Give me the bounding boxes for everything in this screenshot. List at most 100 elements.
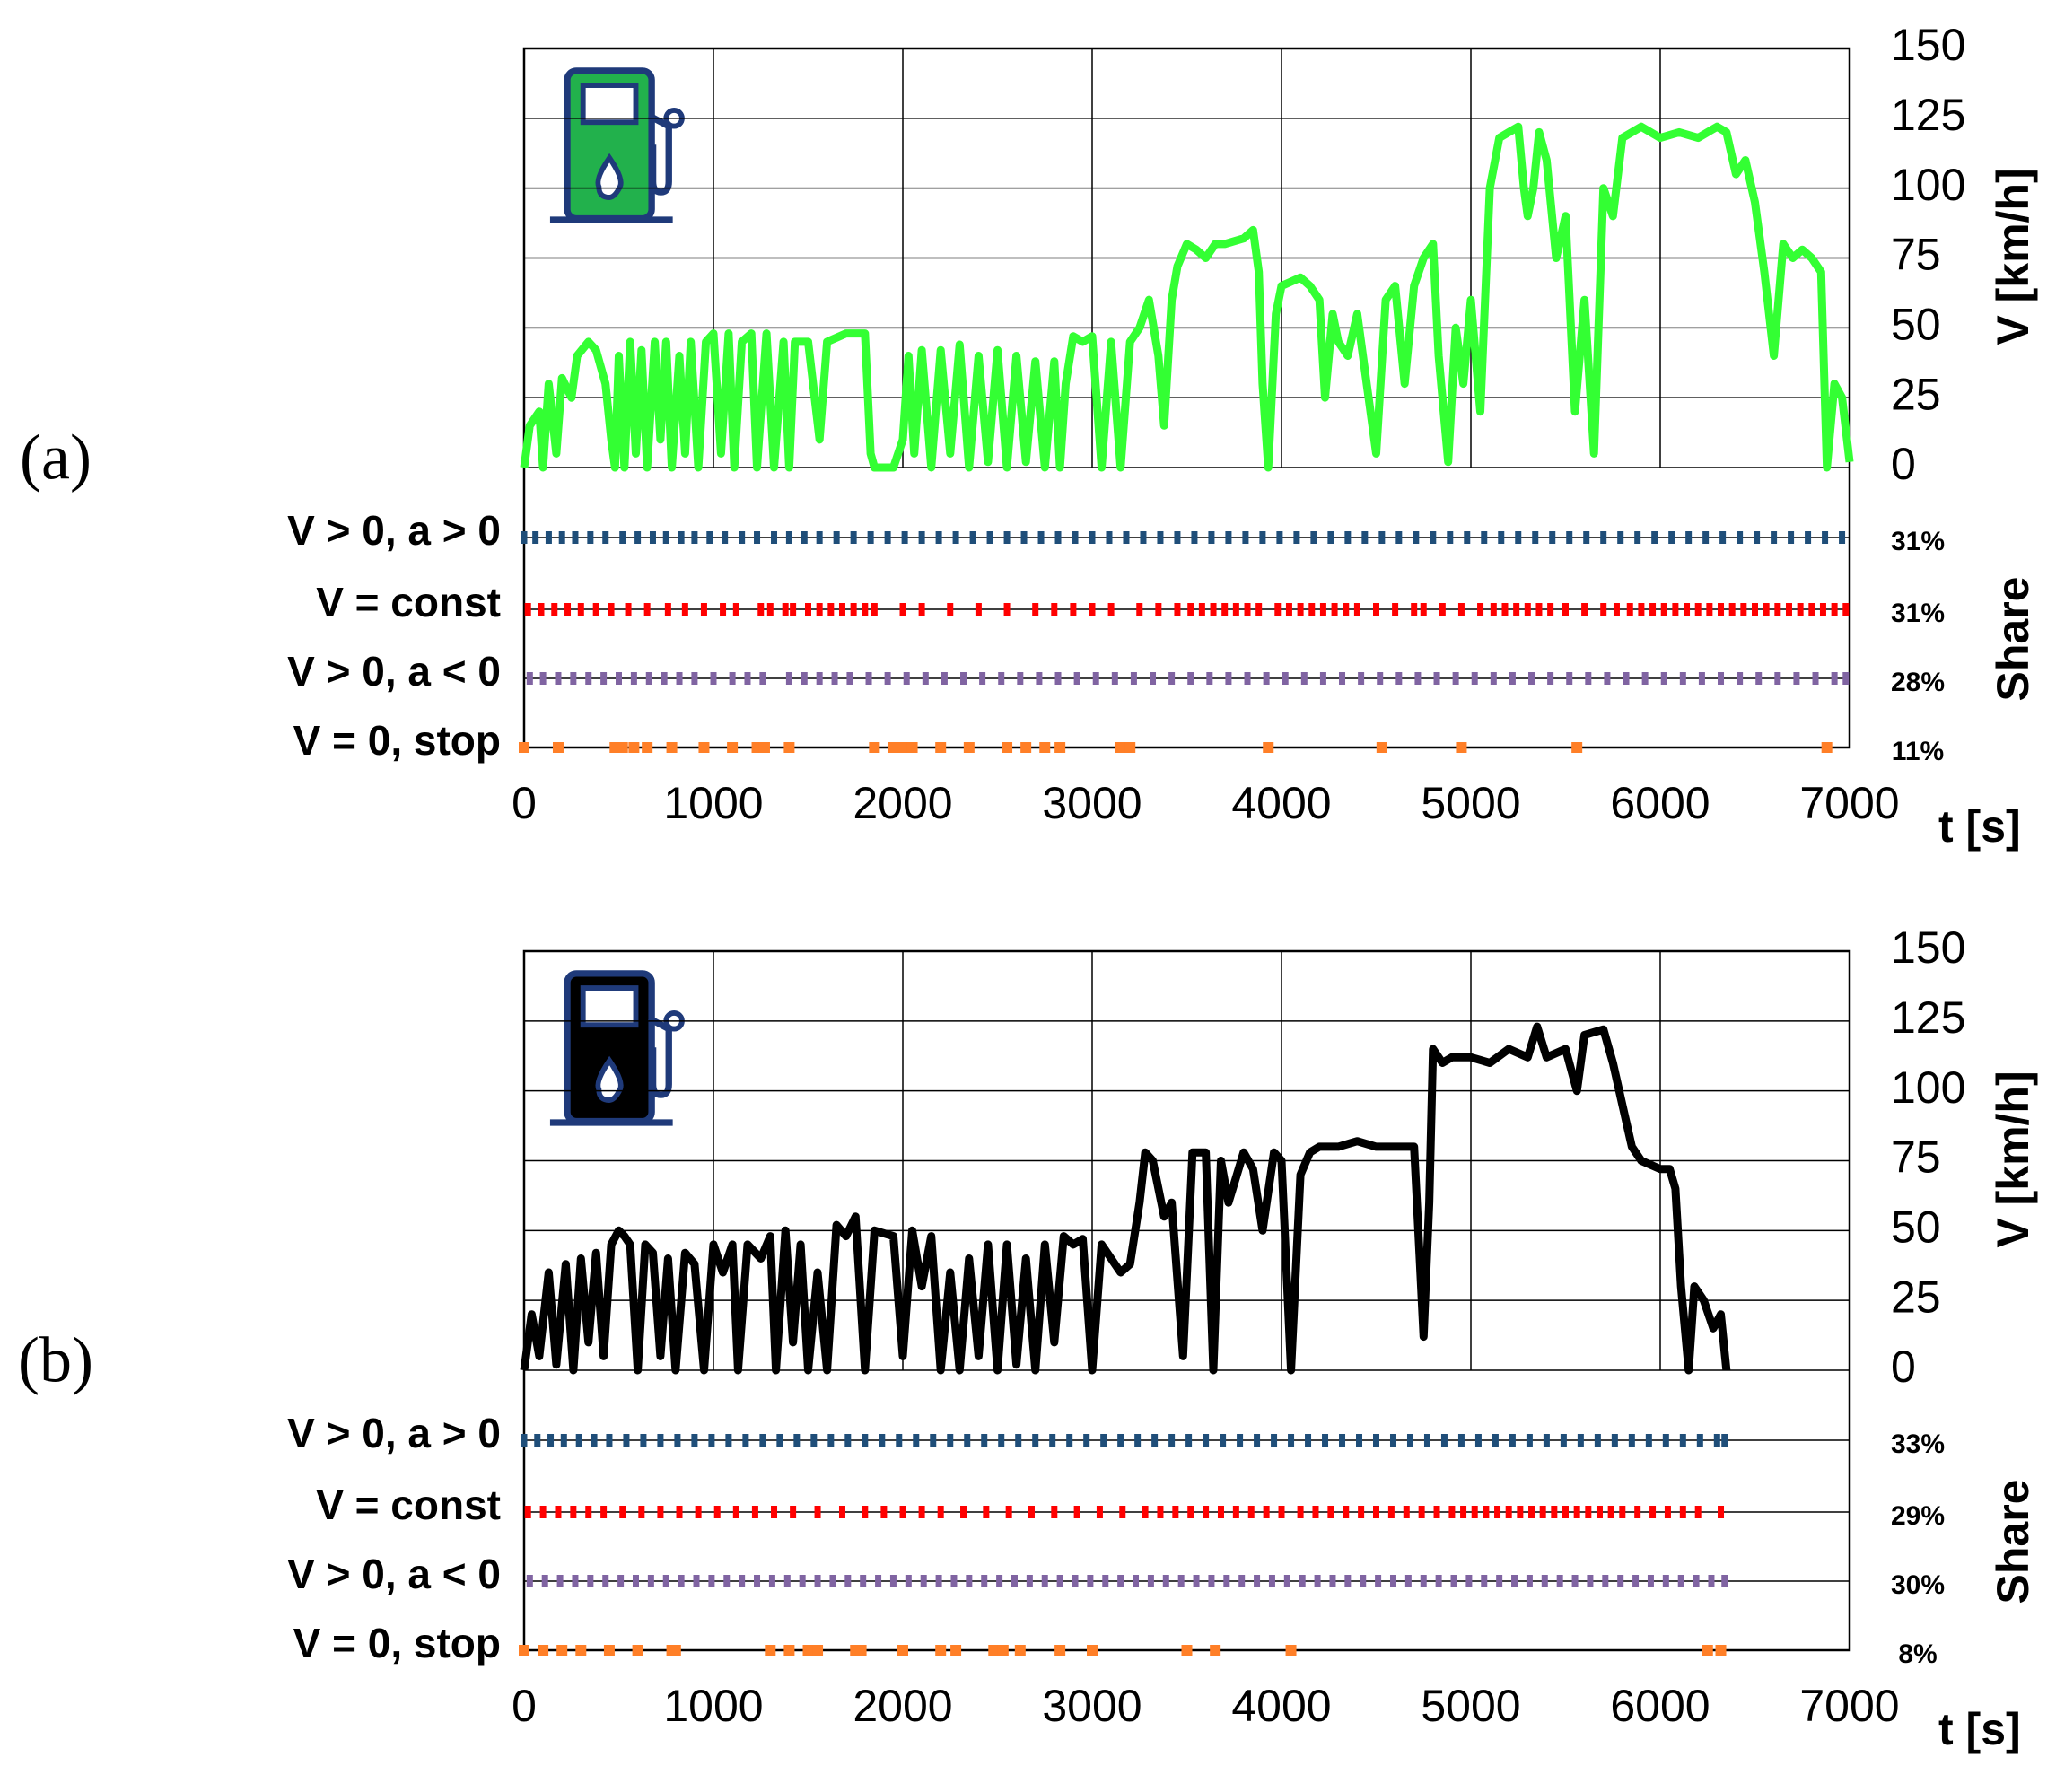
mode-marker <box>918 1506 925 1518</box>
mode-marker <box>1232 603 1239 616</box>
mode-marker <box>538 603 545 616</box>
mode-marker <box>1293 531 1300 544</box>
mode-marker <box>896 1434 903 1447</box>
mode-marker <box>1721 1575 1728 1587</box>
mode-marker <box>1585 1506 1592 1518</box>
mode-marker <box>1051 1506 1058 1518</box>
mode-marker <box>591 1434 598 1447</box>
mode-marker <box>1706 603 1713 616</box>
mode-marker <box>1483 1506 1490 1518</box>
mode-marker <box>906 742 918 753</box>
mode-marker <box>662 531 669 544</box>
mode-marker <box>947 603 954 616</box>
x-axis-label: t [s] <box>1938 1704 2021 1754</box>
mode-marker <box>801 672 808 685</box>
mode-marker <box>1210 603 1217 616</box>
mode-marker <box>1420 603 1427 616</box>
mode-marker <box>657 1506 664 1518</box>
share-label: 31% <box>1891 527 1945 556</box>
mode-marker <box>1406 1434 1413 1447</box>
mode-marker <box>649 531 656 544</box>
mode-marker <box>617 742 628 753</box>
mode-marker <box>838 1506 845 1518</box>
mode-marker <box>1373 1506 1379 1518</box>
mode-marker <box>1708 1575 1715 1587</box>
mode-marker <box>1278 1506 1285 1518</box>
mode-marker <box>935 1645 947 1656</box>
mode-marker <box>1037 531 1045 544</box>
mode-marker <box>1645 1434 1652 1447</box>
mode-marker <box>1494 1506 1501 1518</box>
mode-marker <box>759 672 766 685</box>
mode-marker <box>922 672 929 685</box>
mode-marker <box>1696 1434 1703 1447</box>
mode-marker <box>1217 1506 1224 1518</box>
mode-marker <box>524 1506 531 1518</box>
mode-marker <box>1297 603 1304 616</box>
mode-marker <box>1583 531 1590 544</box>
mode-marker <box>643 603 651 616</box>
mode-marker <box>1395 672 1403 685</box>
mode-marker <box>608 603 615 616</box>
mode-marker <box>816 603 823 616</box>
mode-marker <box>988 1645 1000 1656</box>
x-tick-label: 6000 <box>1610 1681 1710 1731</box>
mode-marker <box>619 1506 626 1518</box>
mode-marker <box>889 1575 897 1587</box>
mode-marker <box>1072 1575 1079 1587</box>
mode-marker <box>1677 1575 1684 1587</box>
mode-marker <box>708 1434 715 1447</box>
mode-marker <box>1842 603 1850 616</box>
mode-marker <box>1032 603 1039 616</box>
mode-marker <box>1124 742 1136 753</box>
mode-marker <box>729 672 736 685</box>
mode-marker <box>691 1434 698 1447</box>
mode-marker <box>1168 672 1176 685</box>
mode-marker <box>844 1434 852 1447</box>
x-tick-label: 7000 <box>1799 778 1899 828</box>
mode-marker <box>799 1575 806 1587</box>
mode-marker <box>725 1434 732 1447</box>
mode-marker <box>1353 603 1360 616</box>
mode-marker <box>555 672 562 685</box>
mode-marker <box>1087 1645 1098 1656</box>
mode-marker <box>681 603 688 616</box>
mode-marker <box>1619 1506 1626 1518</box>
x-tick-label: 6000 <box>1610 778 1710 828</box>
mode-marker <box>930 1434 937 1447</box>
mode-marker <box>860 1575 867 1587</box>
x-tick-label: 0 <box>512 1681 537 1731</box>
mode-marker <box>1073 1506 1080 1518</box>
mode-marker <box>1123 531 1130 544</box>
mode-marker <box>1373 603 1379 616</box>
panel-label: (b) <box>18 1324 93 1396</box>
mode-marker <box>1452 672 1459 685</box>
mode-label: V > 0, a < 0 <box>287 1551 501 1597</box>
mode-marker <box>829 1575 836 1587</box>
x-tick-label: 3000 <box>1042 778 1142 828</box>
mode-marker <box>1011 1575 1018 1587</box>
mode-marker <box>1481 531 1488 544</box>
share-label: 11% <box>1892 737 1944 766</box>
mode-marker <box>1573 1506 1580 1518</box>
mode-marker <box>1647 1575 1654 1587</box>
mode-marker <box>950 1575 958 1587</box>
mode-marker <box>1056 1575 1063 1587</box>
mode-marker <box>1490 603 1497 616</box>
mode-marker <box>862 603 869 616</box>
mode-marker <box>1649 1506 1657 1518</box>
mode-marker <box>1404 1575 1412 1587</box>
mode-marker <box>1498 531 1505 544</box>
mode-marker <box>1433 672 1440 685</box>
mode-marker <box>625 603 632 616</box>
mode-marker <box>556 1575 564 1587</box>
mode-marker <box>1054 1645 1066 1656</box>
mode-marker <box>1571 1575 1579 1587</box>
mode-marker <box>1133 1575 1140 1587</box>
mode-marker <box>558 531 565 544</box>
x-tick-label: 3000 <box>1042 1681 1142 1731</box>
mode-marker <box>1242 531 1249 544</box>
mode-marker <box>1420 1575 1427 1587</box>
mode-marker <box>691 531 698 544</box>
mode-marker <box>754 1575 761 1587</box>
